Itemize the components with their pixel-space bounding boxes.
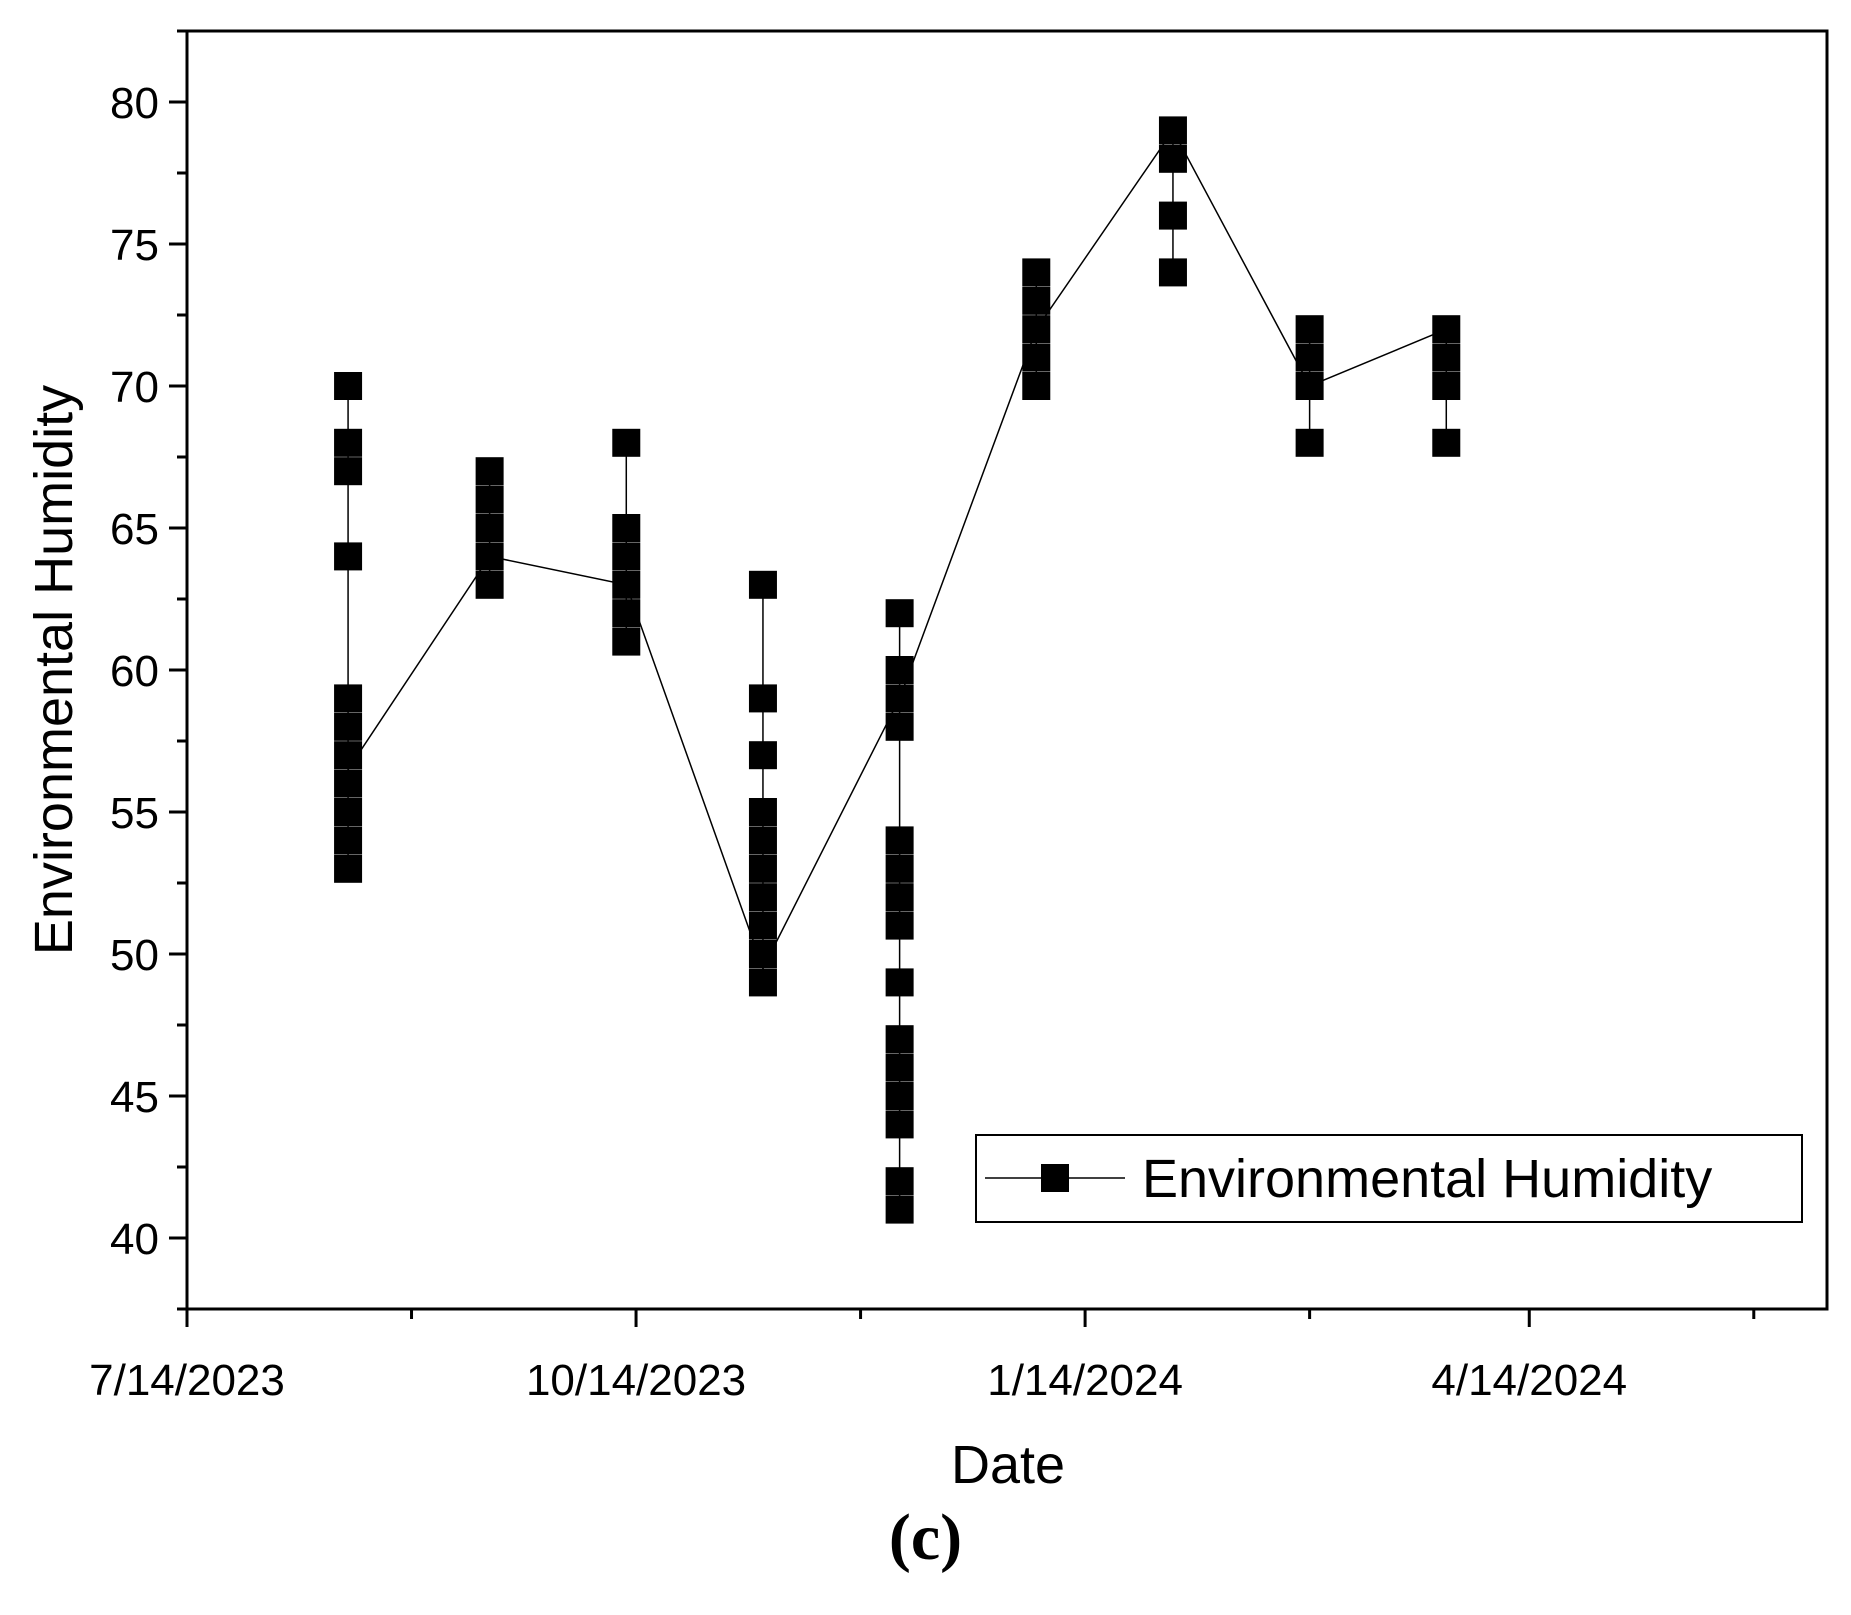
data-point-marker [748,741,777,770]
data-point-marker [1432,343,1461,372]
y-axis-title: Environmental Humidity [24,385,84,955]
data-point-marker [885,684,914,713]
data-point-marker [748,826,777,855]
data-point-marker [1432,315,1461,344]
data-point-marker [334,826,363,855]
y-tick-label: 60 [110,647,159,696]
y-tick-label: 50 [110,931,159,980]
plot-frame [185,29,1829,1311]
data-point-marker [1295,372,1324,400]
x-axis-title: Date [951,1435,1065,1495]
data-point-marker [1022,315,1051,344]
data-point-marker [885,599,914,628]
y-tick-label: 55 [110,789,159,838]
y-tick-label: 70 [110,363,159,412]
y-tick-label: 75 [110,221,159,270]
axis-ticks [169,29,1756,1327]
data-point-marker [748,883,777,912]
legend-label: Environmental Humidity [1142,1149,1712,1209]
data-point-marker [885,911,914,940]
y-tick-label: 65 [110,505,159,554]
data-point-marker [334,428,363,457]
data-point-marker [1432,428,1461,457]
data-point-marker [748,854,777,883]
data-point-marker [612,627,641,656]
data-point-marker [334,741,363,770]
data-point-marker [885,854,914,883]
data-point-marker [1158,201,1187,230]
x-tick-label: 7/14/2023 [89,1356,285,1405]
data-point-marker [1158,258,1187,287]
x-tick-labels: 7/14/2023 10/14/2023 1/14/2024 4/14/2024 [89,1356,1627,1405]
data-point-marker [748,570,777,599]
data-point-marker [885,1195,914,1224]
data-point-marker [885,1167,914,1196]
data-point-marker [334,854,363,883]
data-point-marker [1022,286,1051,315]
data-point-marker [748,940,777,968]
data-point-marker [748,798,777,826]
y-tick-label: 40 [110,1215,159,1264]
data-point-marker [885,1110,914,1139]
data-point-marker [748,911,777,940]
legend: Environmental Humidity [975,1134,1803,1223]
data-point-marker [475,485,504,514]
y-tick-labels: 40 45 50 55 60 65 70 75 80 [110,79,159,1264]
data-point-marker [334,372,363,400]
data-point-marker [475,457,504,486]
legend-marker-swatch [1041,1164,1069,1192]
data-point-marker [612,428,641,457]
data-point-marker [885,712,914,741]
data-point-marker [1158,116,1187,145]
data-point-marker [1432,372,1461,400]
data-point-marker [885,656,914,684]
data-point-marker [612,599,641,628]
x-tick-label: 4/14/2024 [1431,1356,1627,1405]
data-point-marker [1022,258,1051,287]
panel-label: (c) [888,1501,963,1574]
data-point-marker [1022,372,1051,400]
data-point-marker [334,684,363,713]
data-point-marker [334,769,363,798]
data-point-marker [475,570,504,599]
series-markers [334,116,1461,1224]
data-point-marker [612,542,641,571]
x-tick-label: 10/14/2023 [526,1356,746,1405]
data-point-marker [1295,428,1324,457]
x-tick-label: 1/14/2024 [987,1356,1183,1405]
data-point-marker [885,968,914,997]
data-point-marker [475,542,504,571]
data-point-marker [885,1025,914,1054]
data-point-marker [612,570,641,599]
data-point-marker [1295,315,1324,344]
data-point-marker [885,1053,914,1082]
data-point-marker [748,684,777,713]
data-point-marker [1022,343,1051,372]
data-point-marker [334,457,363,486]
data-point-marker [885,826,914,855]
y-tick-label: 45 [110,1073,159,1122]
y-tick-label: 80 [110,79,159,128]
data-point-marker [748,968,777,997]
data-point-marker [334,542,363,571]
data-point-marker [885,1082,914,1110]
data-point-marker [1295,343,1324,372]
data-point-marker [612,514,641,542]
data-point-marker [475,514,504,542]
data-point-marker [1158,144,1187,173]
data-point-marker [334,712,363,741]
data-point-marker [334,798,363,826]
data-point-marker [885,883,914,912]
